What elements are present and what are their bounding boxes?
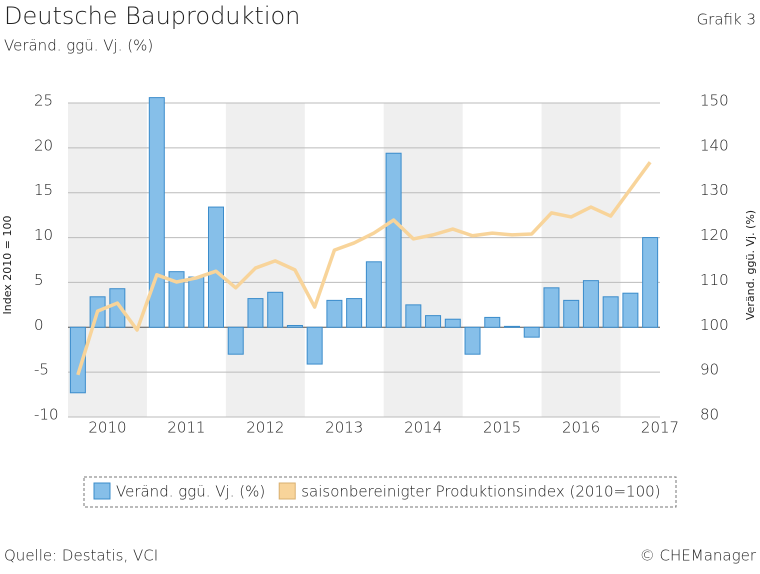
y2-tick-label: 130 (700, 181, 729, 199)
bar (444, 318, 461, 328)
y2-tick-label: 140 (700, 136, 729, 154)
x-tick-label: 2017 (641, 419, 679, 437)
chart-subtitle: Veränd. ggü. Vj. (%) (4, 37, 153, 55)
year-band (541, 103, 621, 417)
bar (504, 325, 520, 328)
bar (582, 280, 599, 328)
y-tick-label: -10 (34, 406, 59, 424)
bar (188, 276, 205, 328)
y2-axis-label: Veränd. ggü. Vj. (%) (744, 210, 757, 320)
x-tick-label: 2010 (88, 419, 126, 437)
x-tick-label: 2014 (404, 419, 442, 437)
bar (286, 324, 303, 328)
bar (484, 316, 501, 328)
bar (69, 326, 86, 394)
bar (227, 326, 244, 355)
bar (306, 326, 323, 365)
legend-swatch (93, 482, 111, 500)
figure-label: Grafik 3 (697, 11, 756, 29)
y-tick-label: -5 (34, 361, 49, 379)
bar (543, 287, 560, 328)
legend-label: saisonbereinigter Produktionsindex (2010… (301, 483, 660, 501)
legend-swatch (278, 482, 296, 500)
bar (642, 237, 659, 328)
legend-box (83, 476, 677, 508)
y2-tick-label: 80 (700, 406, 719, 424)
bar (385, 152, 402, 328)
y-tick-label: 5 (34, 271, 44, 289)
y-tick-label: 0 (34, 316, 44, 334)
bar (405, 304, 422, 328)
year-band (225, 103, 305, 417)
credit: © CHEManager (640, 547, 757, 565)
x-tick-label: 2012 (246, 419, 284, 437)
y-tick-label: 15 (34, 181, 53, 199)
bar (208, 206, 224, 328)
x-tick-label: 2015 (483, 419, 521, 437)
bar (346, 298, 363, 328)
y-tick-label: 10 (34, 226, 53, 244)
bar (425, 315, 442, 328)
y2-tick-label: 120 (700, 226, 729, 244)
chart-title: Deutsche Bauproduktion (4, 2, 300, 30)
bar (523, 326, 540, 338)
source: Quelle: Destatis, VCI (4, 547, 158, 565)
y-tick-label: 20 (34, 136, 53, 154)
legend-label: Veränd. ggü. Vj. (%) (116, 483, 265, 501)
bar (602, 296, 619, 328)
bar (326, 299, 343, 328)
bar (168, 271, 185, 328)
bar (148, 97, 165, 328)
y2-tick-label: 110 (700, 271, 729, 289)
y-tick-label: 25 (34, 92, 53, 110)
bar (365, 261, 382, 328)
x-tick-label: 2011 (167, 419, 205, 437)
x-tick-label: 2013 (325, 419, 363, 437)
bar (247, 298, 264, 328)
y2-tick-label: 150 (700, 92, 729, 110)
bar (267, 291, 284, 328)
y-axis-label: Index 2010 = 100 (1, 216, 14, 315)
y2-tick-label: 90 (700, 361, 719, 379)
y2-tick-label: 100 (700, 316, 729, 334)
bar (464, 326, 481, 355)
x-tick-label: 2016 (562, 419, 600, 437)
line (76, 161, 652, 376)
bar (563, 299, 580, 328)
bar (622, 292, 639, 328)
